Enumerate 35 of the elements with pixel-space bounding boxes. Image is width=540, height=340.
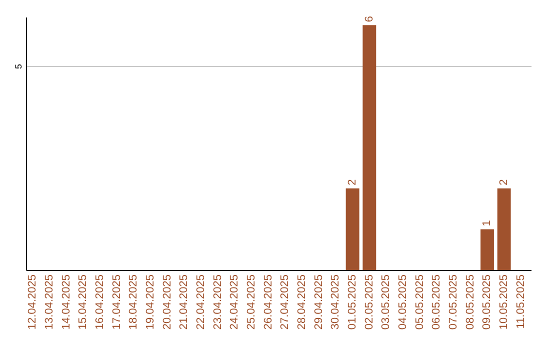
- x-tick-label: 19.04.2025: [144, 274, 157, 330]
- x-tick-label: 06.05.2025: [430, 274, 443, 330]
- x-tick-label: 15.04.2025: [77, 274, 90, 330]
- x-tick-label: 23.04.2025: [212, 274, 224, 330]
- data-label: 1: [481, 220, 494, 226]
- x-tick-label: 14.04.2025: [60, 274, 72, 330]
- x-tick-label: 18.04.2025: [128, 274, 140, 330]
- x-tick-label: 25.04.2025: [246, 274, 258, 330]
- x-tick-label: 21.04.2025: [178, 274, 190, 330]
- y-tick-label: 5: [14, 64, 24, 69]
- x-tick-label: 17.04.2025: [110, 274, 123, 330]
- x-tick-label: 30.04.2025: [330, 274, 342, 330]
- x-tick-label: 08.05.2025: [464, 274, 476, 330]
- x-tick-label: 24.04.2025: [228, 274, 241, 330]
- x-tick-label: 22.04.2025: [195, 274, 208, 330]
- x-tick-label: 12.04.2025: [26, 274, 39, 330]
- x-tick-label: 03.05.2025: [380, 274, 392, 330]
- x-tick-label: 26.04.2025: [262, 274, 274, 330]
- data-label: 2: [346, 179, 359, 186]
- x-tick-label: 28.04.2025: [296, 274, 308, 330]
- x-tick-label: 01.05.2025: [346, 274, 359, 330]
- x-tick-label: 13.04.2025: [44, 274, 56, 330]
- data-label: 6: [363, 16, 376, 22]
- x-tick-label: 27.04.2025: [279, 274, 292, 330]
- x-tick-label: 16.04.2025: [94, 274, 106, 330]
- x-tick-label: 05.05.2025: [414, 274, 426, 330]
- x-tick-label: 29.04.2025: [312, 274, 325, 330]
- x-tick-label: 10.05.2025: [498, 274, 510, 330]
- data-label: 2: [498, 179, 510, 186]
- x-tick-label: 04.05.2025: [397, 274, 410, 330]
- x-tick-label: 20.04.2025: [161, 274, 174, 330]
- x-tick-label: 09.05.2025: [481, 274, 494, 330]
- x-tick-label: 07.05.2025: [448, 274, 460, 330]
- x-tick-label: 11.05.2025: [514, 274, 527, 329]
- x-tick-label: 02.05.2025: [363, 274, 376, 330]
